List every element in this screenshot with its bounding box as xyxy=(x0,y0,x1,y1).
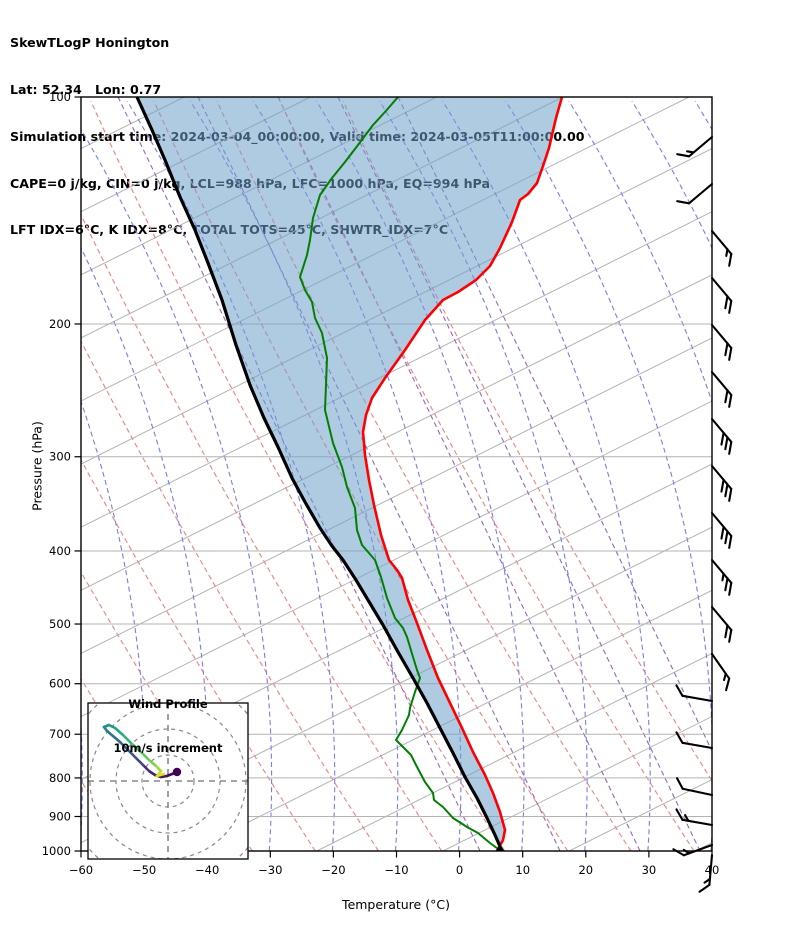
chart-title: SkewTLogP Honington xyxy=(10,35,170,51)
hodograph-ring xyxy=(115,728,221,834)
wind-barb xyxy=(675,777,714,797)
hodograph-ring xyxy=(141,754,195,808)
y-tick-label: 300 xyxy=(49,450,71,464)
wind-barb xyxy=(675,731,714,750)
wind-barb xyxy=(710,605,733,643)
hodograph-title-line1: Wind Profile xyxy=(128,697,208,711)
wind-barb xyxy=(676,182,714,205)
x-tick-label: 30 xyxy=(642,863,657,877)
hodograph-trace-segment xyxy=(126,748,138,760)
hodograph-trace-segment xyxy=(105,729,115,738)
x-tick-label: 0 xyxy=(456,863,463,877)
hodograph-trace-segment xyxy=(134,756,145,767)
hodograph-trace-segment xyxy=(121,733,134,746)
hodograph-title-line2: 10m/s increment xyxy=(113,740,223,755)
hodograph-trace-segment xyxy=(141,763,151,773)
wind-barb xyxy=(710,370,733,408)
y-tick-label: 500 xyxy=(49,617,71,631)
hodograph-trace-segment xyxy=(118,740,130,752)
wind-barb xyxy=(675,808,714,827)
wind-barb xyxy=(675,684,714,703)
x-axis-label: Temperature (°C) xyxy=(342,897,450,912)
y-tick-label: 900 xyxy=(49,809,71,823)
hodograph-ring xyxy=(89,703,247,859)
y-tick-label: 100 xyxy=(49,90,71,104)
y-tick-label: 800 xyxy=(49,771,71,785)
wind-barb xyxy=(698,853,714,893)
latlon-line: Lat: 52.34 Lon: 0.77 xyxy=(10,81,162,97)
surface-parcel-marker xyxy=(495,845,505,851)
y-axis-label: Pressure (hPa) xyxy=(29,421,45,511)
plot-background xyxy=(81,97,712,851)
temperature-curve xyxy=(361,97,564,851)
wind-barbs xyxy=(672,135,733,893)
dewpoint-curve xyxy=(299,97,502,851)
wind-barb xyxy=(710,511,733,549)
y-tick-label: 200 xyxy=(49,317,71,331)
x-tick-label: −60 xyxy=(69,863,93,877)
hodograph-trace-segment xyxy=(111,734,122,744)
wind-barb xyxy=(710,558,733,596)
wind-barb xyxy=(710,229,733,267)
x-tick-label: 20 xyxy=(578,863,593,877)
parcel-curve xyxy=(135,97,504,851)
x-tick-label: −40 xyxy=(195,863,219,877)
y-tick-label: 400 xyxy=(49,544,71,558)
mixing-ratio-lines xyxy=(117,97,712,851)
x-tick-label: −50 xyxy=(132,863,156,877)
cape-shaded-area xyxy=(137,97,562,851)
hodograph-trace-segment xyxy=(147,758,158,768)
wind-barb xyxy=(710,652,731,692)
wind-barb xyxy=(710,323,733,361)
wind-barb xyxy=(710,417,733,455)
hodograph-title: Wind Profile 10m/s increment xyxy=(114,668,223,784)
y-tick-label: 700 xyxy=(49,727,71,741)
hodograph-surface-marker xyxy=(172,767,182,777)
hodograph-trace-segment xyxy=(139,750,151,762)
x-tick-label: 10 xyxy=(515,863,530,877)
axis-ticks-and-labels: −60 −50 −40 −30 −20 −10 0 10 20 30 40 100 200 300 400 5… xyxy=(42,90,720,877)
x-tick-label: −30 xyxy=(258,863,282,877)
hodograph-inset xyxy=(87,702,249,860)
x-tick-label: −20 xyxy=(321,863,345,877)
wind-barb xyxy=(710,276,733,314)
y-tick-label: 1000 xyxy=(42,844,71,858)
hodograph-trace-segment xyxy=(113,726,125,737)
y-tick-label: 600 xyxy=(49,677,71,691)
wind-barb xyxy=(676,135,714,158)
hodograph-trace-segment xyxy=(155,772,166,778)
x-tick-label: −10 xyxy=(384,863,408,877)
hodograph-trace-segment xyxy=(130,742,143,754)
wind-barb xyxy=(710,464,733,502)
x-tick-label: 40 xyxy=(705,863,720,877)
hodograph-border xyxy=(87,702,249,860)
wind-barb xyxy=(672,843,714,857)
